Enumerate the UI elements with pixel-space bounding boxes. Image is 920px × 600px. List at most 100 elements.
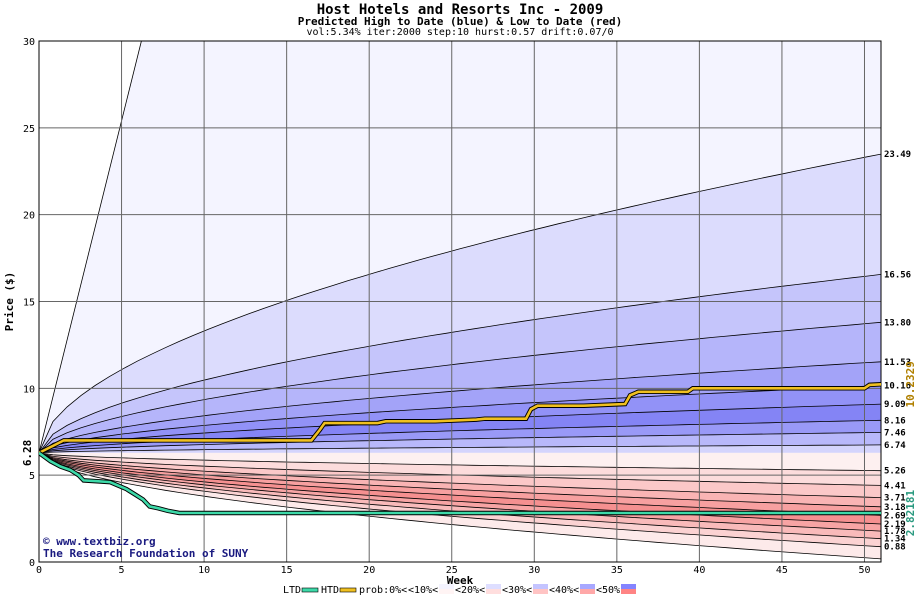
x-tick-label-0: 0 <box>36 565 42 576</box>
ltd-value-label: 2.82181 <box>904 489 917 536</box>
band-end-label: 0.88 <box>884 543 906 553</box>
band-end-label: 3.71 <box>884 494 906 504</box>
high-band-0 <box>39 41 881 453</box>
band-end-label: 1.78 <box>884 527 906 537</box>
x-axis-title: Week <box>447 574 474 587</box>
low-band-3 <box>39 452 881 507</box>
high-band-4 <box>39 361 881 453</box>
legend-label-2: prob:0%< <box>359 585 407 596</box>
watermark-line-1: The Research Foundation of SUNY <box>43 547 249 560</box>
y-tick-label-25: 25 <box>23 124 35 135</box>
band-end-label: 16.56 <box>884 270 911 280</box>
low-band-4 <box>39 452 881 516</box>
band-end-label: 6.74 <box>884 441 906 451</box>
band-end-label: 11.53 <box>884 358 911 368</box>
band-end-label: 2.19 <box>884 520 906 530</box>
x-tick-label-20: 20 <box>363 565 375 576</box>
low-band-line-3 <box>39 452 881 508</box>
x-tick-label-45: 45 <box>776 565 788 576</box>
low-band-7 <box>39 452 881 539</box>
y-axis-title: Price ($) <box>3 272 16 332</box>
high-band-7 <box>39 420 881 453</box>
high-band-9 <box>39 444 881 453</box>
y-tick-label-30: 30 <box>23 37 35 48</box>
band-end-label: 1.34 <box>884 535 906 545</box>
legend-swatch-bottom-6 <box>580 589 595 594</box>
high-band-line-9 <box>39 444 881 454</box>
low-band-line-2 <box>39 452 881 498</box>
legend-swatch-top-6 <box>580 584 595 589</box>
high-band-line-3 <box>39 321 881 454</box>
band-end-label: 8.16 <box>884 416 906 426</box>
watermark-line-0: © www.textbiz.org <box>43 535 156 548</box>
low-band-line-6 <box>39 452 881 532</box>
legend-swatch-top-5 <box>533 584 548 589</box>
band-end-label: 2.69 <box>884 511 906 521</box>
chart-params: vol:5.34% iter:2000 step:10 hurst:0.57 d… <box>306 27 614 38</box>
low-band-1 <box>39 452 881 486</box>
legend-label-1: HTD <box>321 585 339 596</box>
high-band-line-4 <box>39 361 881 454</box>
low-band-0 <box>39 452 881 471</box>
x-tick-label-25: 25 <box>446 565 458 576</box>
band-end-label: 13.80 <box>884 318 911 328</box>
x-tick-label-35: 35 <box>611 565 623 576</box>
chart-subtitle: Predicted High to Date (blue) & Low to D… <box>297 15 623 28</box>
x-tick-label-15: 15 <box>281 565 293 576</box>
start-value-label: 6.28 <box>21 440 34 467</box>
legend-label-5: <30%< <box>502 585 532 596</box>
x-tick-label-10: 10 <box>198 565 210 576</box>
high-band-6 <box>39 404 881 453</box>
high-band-line-8 <box>39 432 881 454</box>
band-end-label: 7.46 <box>884 428 906 438</box>
legend-label-0: LTD <box>283 585 301 596</box>
band-end-label: 5.26 <box>884 467 906 477</box>
low-band-line-0 <box>39 452 881 472</box>
low-band-8 <box>39 452 881 547</box>
y-tick-label-15: 15 <box>23 298 35 309</box>
high-band-line-0 <box>39 41 881 453</box>
low-band-9 <box>39 452 881 559</box>
high-band-line-1 <box>39 153 881 454</box>
htd-line <box>39 383 881 455</box>
legend-label-7: <50% <box>596 585 620 596</box>
legend-line-1 <box>339 587 357 593</box>
legend-line-0 <box>301 587 319 593</box>
low-band-line-8 <box>39 452 881 548</box>
y-tick-label-10: 10 <box>23 384 35 395</box>
legend-swatch-bottom-4 <box>486 589 501 594</box>
chart-title: Host Hotels and Resorts Inc - 2009 <box>316 2 604 18</box>
legend-swatch-bottom-7 <box>621 589 636 594</box>
high-band-line-5 <box>39 385 881 454</box>
y-tick-label-20: 20 <box>23 211 35 222</box>
plot-border <box>38 40 882 563</box>
x-tick-label-30: 30 <box>528 565 540 576</box>
legend-label-6: <40%< <box>549 585 579 596</box>
high-band-line-2 <box>39 274 881 454</box>
x-tick-label-40: 40 <box>693 565 705 576</box>
legend-swatch-top-4 <box>486 584 501 589</box>
band-end-label: 4.41 <box>884 481 906 491</box>
legend-swatch-bottom-5 <box>533 589 548 594</box>
x-tick-label-5: 5 <box>119 565 125 576</box>
legend-swatch-top-7 <box>621 584 636 589</box>
y-tick-label-0: 0 <box>29 558 35 569</box>
legend-swatch-bottom-3 <box>439 589 454 594</box>
legend-label-3: <10%< <box>408 585 438 596</box>
band-end-label: 9.09 <box>884 400 906 410</box>
band-end-label: 3.18 <box>884 503 906 513</box>
high-band-3 <box>39 322 881 453</box>
ltd-line <box>39 451 881 515</box>
low-band-6 <box>39 452 881 532</box>
band-end-label: 23.49 <box>884 150 911 160</box>
low-band-line-4 <box>39 452 881 516</box>
x-tick-label-50: 50 <box>858 565 870 576</box>
band-end-label: 10.16 <box>884 382 911 392</box>
high-band-1 <box>39 154 881 453</box>
y-tick-label-5: 5 <box>29 471 35 482</box>
htd-value-label: 10.2329 <box>904 361 917 407</box>
low-band-line-9 <box>39 452 881 560</box>
legend-swatch-top-3 <box>439 584 454 589</box>
